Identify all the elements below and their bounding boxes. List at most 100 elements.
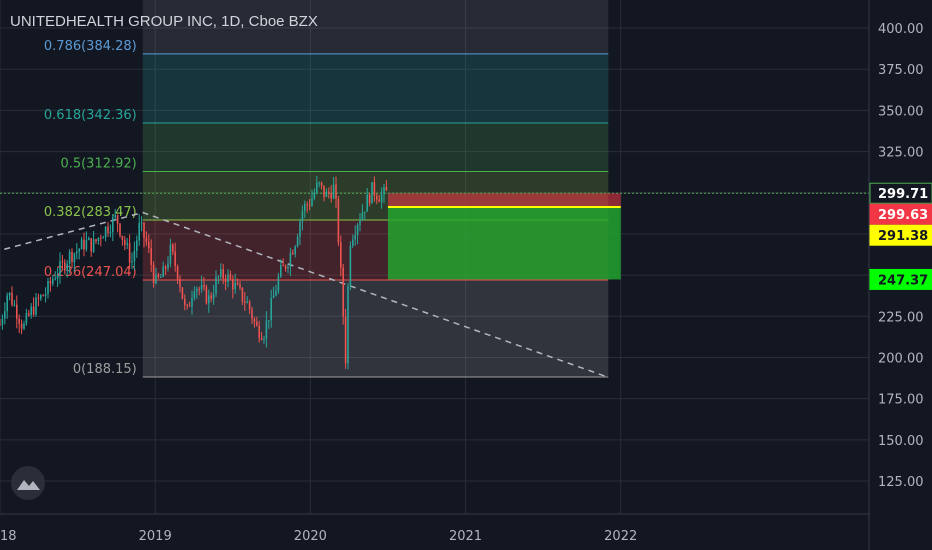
candle-body bbox=[162, 266, 164, 277]
candle-body bbox=[272, 295, 275, 298]
candle-body bbox=[313, 192, 316, 199]
x-tick-label: 2018 bbox=[0, 529, 17, 544]
candle-body bbox=[344, 316, 347, 364]
candle-body bbox=[361, 212, 364, 221]
fib-level-label: 0.382(283.47) bbox=[44, 205, 137, 220]
price-tags: 299.71 299.63 291.38 247.37 bbox=[869, 182, 932, 290]
y-tick-label: 400.00 bbox=[878, 22, 924, 37]
candle-body bbox=[232, 279, 234, 290]
candle-body bbox=[222, 269, 224, 279]
candle-body bbox=[200, 285, 203, 290]
candle-body bbox=[56, 275, 59, 279]
candle-body bbox=[90, 238, 92, 252]
candle-body bbox=[40, 295, 42, 299]
candle-body bbox=[208, 295, 210, 304]
price-tag bbox=[869, 268, 932, 290]
candle-body bbox=[179, 279, 181, 288]
x-tick-label: 2019 bbox=[139, 529, 172, 544]
candle-body bbox=[68, 251, 71, 264]
candle-body bbox=[16, 304, 18, 319]
time-axis[interactable]: 2018 2019 2020 2021 2022 bbox=[0, 529, 637, 544]
candle-body bbox=[301, 210, 304, 222]
candle-body bbox=[229, 274, 232, 280]
price-tag-label: 299.63 bbox=[878, 208, 928, 223]
candle-body bbox=[330, 192, 332, 199]
candle-body bbox=[311, 198, 313, 206]
fibonacci-retracement[interactable]: 0.786(384.28) 0.618(342.36) 0.5(312.92) 0.3… bbox=[44, 0, 609, 378]
candle-body bbox=[121, 235, 124, 240]
candle-body bbox=[143, 222, 145, 238]
candle-body bbox=[6, 295, 8, 312]
y-tick-label: 375.00 bbox=[878, 63, 924, 78]
candle-body bbox=[217, 276, 220, 278]
candle-body bbox=[59, 261, 61, 276]
candle-body bbox=[66, 263, 68, 271]
candle-body bbox=[167, 263, 169, 269]
x-tick-label: 2021 bbox=[449, 529, 482, 544]
fib-zone-top bbox=[142, 0, 609, 54]
price-tag-label: 291.38 bbox=[878, 229, 928, 244]
candle-body bbox=[128, 243, 131, 263]
candle-body bbox=[368, 194, 371, 204]
candle-body bbox=[318, 182, 320, 184]
candle-body bbox=[13, 304, 16, 306]
candle-body bbox=[23, 323, 25, 329]
candle-body bbox=[124, 239, 126, 245]
candle-body bbox=[32, 306, 35, 315]
price-tag bbox=[869, 224, 932, 246]
candle-body bbox=[335, 184, 337, 199]
candle-body bbox=[244, 301, 246, 303]
candle-body bbox=[234, 282, 236, 290]
fib-level-label: 0.5(312.92) bbox=[60, 156, 136, 171]
candle-body bbox=[220, 269, 222, 277]
candle-body bbox=[378, 199, 380, 202]
candle-body bbox=[284, 265, 287, 269]
candle-body bbox=[251, 309, 253, 319]
candle-body bbox=[155, 274, 157, 284]
fib-level-label: 0.786(384.28) bbox=[44, 39, 137, 54]
candle-body bbox=[181, 287, 184, 299]
price-tag-label: 299.71 bbox=[878, 187, 928, 202]
candle-body bbox=[263, 338, 265, 340]
y-tick-label: 125.00 bbox=[878, 475, 924, 490]
trend-line[interactable] bbox=[0, 211, 609, 378]
y-tick-label: 225.00 bbox=[878, 310, 924, 325]
price-axis[interactable]: 400.00375.00350.00325.00300.00275.00250.… bbox=[878, 22, 924, 490]
candle-body bbox=[160, 276, 162, 278]
tradingview-cloud-icon[interactable] bbox=[11, 466, 45, 500]
candle-body bbox=[383, 187, 385, 195]
candle-body bbox=[37, 297, 40, 299]
fib-zone bbox=[142, 279, 609, 378]
candle-body bbox=[373, 182, 376, 196]
fib-zone bbox=[142, 122, 609, 172]
candle-body bbox=[196, 288, 198, 292]
candle-body bbox=[95, 239, 97, 242]
trend-lines[interactable] bbox=[0, 192, 869, 378]
chart-title: UNITEDHEALTH GROUP INC, 1D, Cboe BZX bbox=[10, 13, 318, 30]
short-position-tool[interactable] bbox=[387, 193, 621, 280]
candle-body bbox=[328, 191, 330, 193]
candle-body bbox=[100, 237, 102, 239]
candle-body bbox=[380, 194, 383, 202]
candle-body bbox=[30, 306, 32, 316]
take-profit-zone[interactable] bbox=[387, 206, 621, 280]
candle-body bbox=[308, 204, 311, 206]
candle-body bbox=[169, 244, 172, 264]
price-tag bbox=[869, 182, 932, 204]
y-tick-label: 200.00 bbox=[878, 351, 924, 366]
candle-body bbox=[138, 223, 140, 241]
candle-body bbox=[366, 194, 368, 212]
candle-body bbox=[104, 226, 107, 238]
candle-body bbox=[49, 281, 52, 284]
x-tick-label: 2020 bbox=[294, 529, 327, 544]
candle-body bbox=[73, 253, 76, 263]
stop-loss-zone[interactable] bbox=[387, 193, 621, 207]
candle-body bbox=[107, 226, 109, 233]
candle-body bbox=[270, 297, 272, 321]
candle-body bbox=[102, 237, 104, 239]
candle-body bbox=[371, 182, 373, 204]
y-tick-label: 175.00 bbox=[878, 393, 924, 408]
candle-body bbox=[44, 294, 47, 296]
candle-body bbox=[157, 274, 160, 278]
